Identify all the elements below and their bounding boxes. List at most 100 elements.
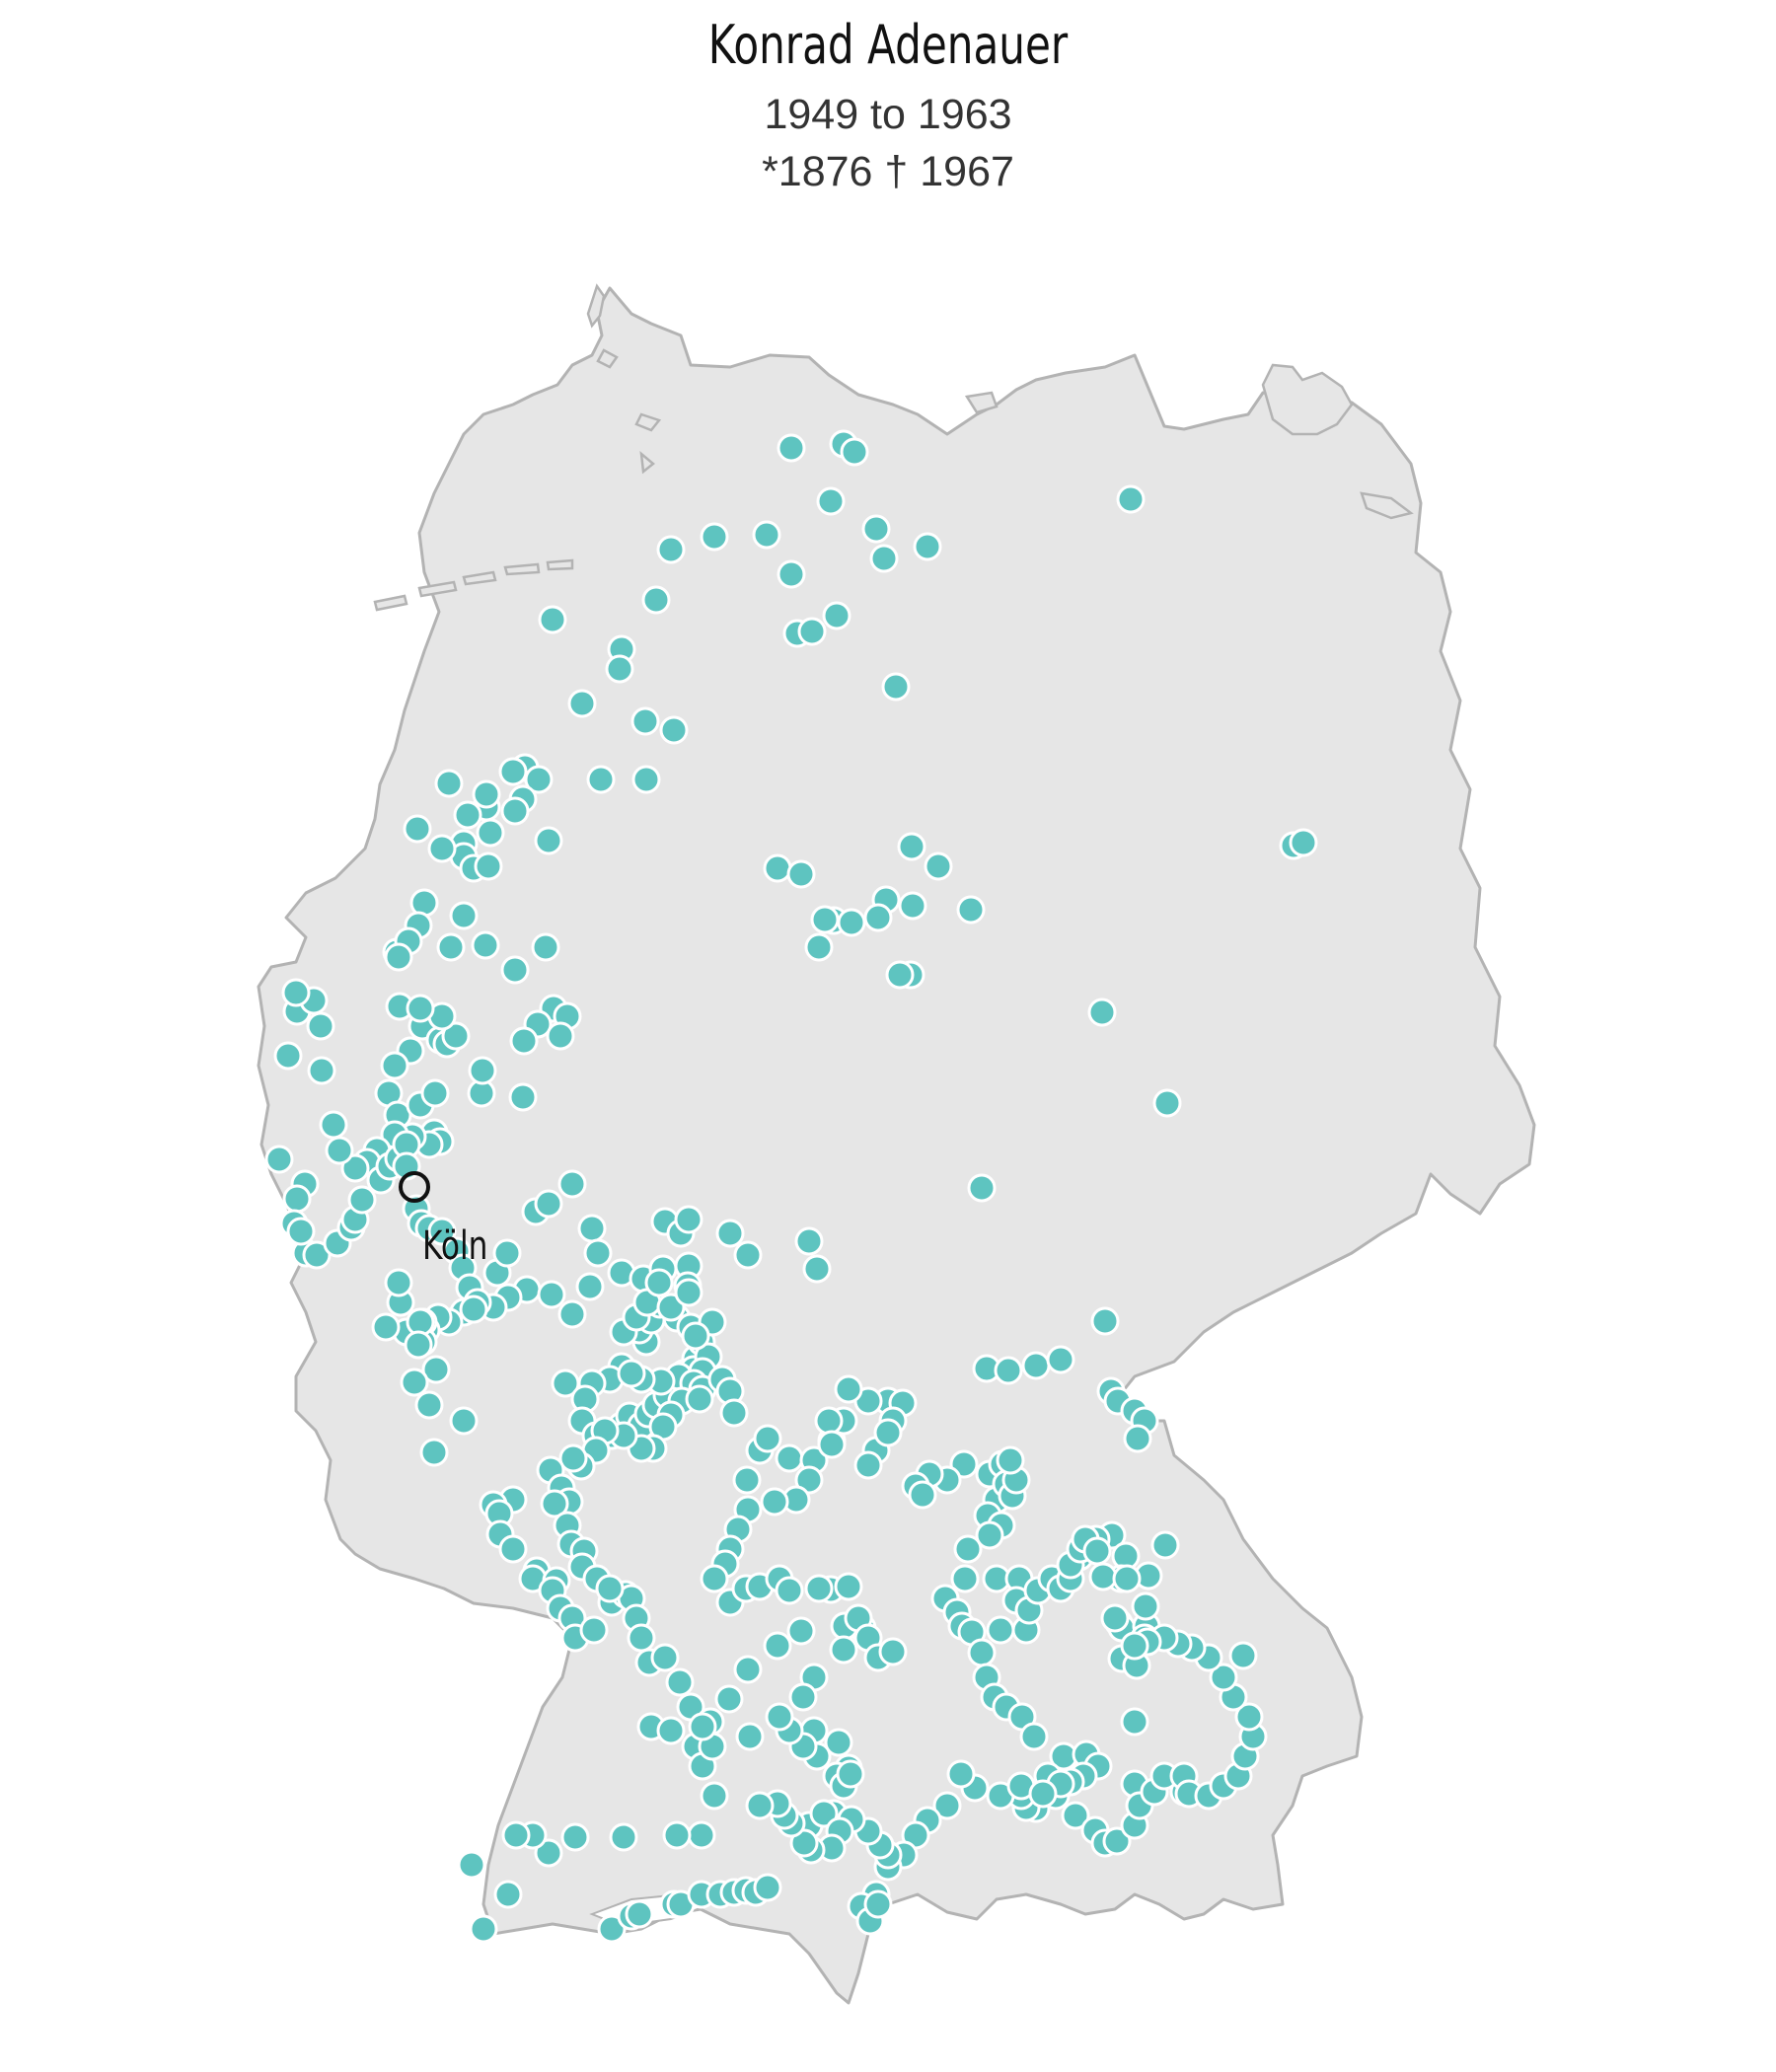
location-dot bbox=[474, 851, 503, 881]
location-dot bbox=[551, 1369, 580, 1398]
location-dot bbox=[286, 1217, 316, 1246]
location-dot bbox=[816, 486, 846, 516]
location-dot bbox=[436, 932, 466, 962]
location-dot bbox=[700, 522, 729, 552]
location-dot bbox=[1116, 484, 1146, 514]
location-dot bbox=[840, 437, 869, 467]
location-dot bbox=[881, 672, 911, 702]
location-dot bbox=[908, 1480, 937, 1510]
location-dot bbox=[1289, 828, 1318, 857]
location-dot bbox=[685, 1384, 714, 1414]
location-dot bbox=[1100, 1603, 1130, 1633]
location-dot bbox=[715, 1219, 745, 1248]
location-dot bbox=[1088, 1562, 1118, 1591]
location-dot bbox=[809, 1799, 839, 1828]
location-dot bbox=[775, 1576, 804, 1605]
location-dot bbox=[1209, 1663, 1238, 1692]
location-dot bbox=[824, 1728, 853, 1757]
location-dot bbox=[885, 960, 915, 990]
location-dot bbox=[804, 1574, 834, 1603]
location-dot bbox=[609, 1822, 638, 1852]
location-dot bbox=[777, 433, 806, 463]
location-dot bbox=[509, 1026, 539, 1056]
location-dot bbox=[498, 1534, 528, 1564]
location-dot bbox=[1120, 1707, 1149, 1737]
location-dot bbox=[579, 1615, 609, 1645]
location-dot bbox=[1150, 1530, 1180, 1560]
highlight-city: Köln bbox=[399, 1171, 487, 1269]
location-dot bbox=[714, 1684, 744, 1714]
location-dot bbox=[662, 1820, 692, 1850]
location-dot bbox=[476, 818, 505, 848]
ruegen-island bbox=[1261, 363, 1354, 436]
location-dot bbox=[913, 532, 942, 561]
term-years: 1949 to 1963 bbox=[764, 91, 1012, 138]
location-dot bbox=[681, 1321, 710, 1351]
location-dot bbox=[498, 757, 528, 786]
location-dot bbox=[863, 1889, 893, 1919]
location-dot bbox=[567, 689, 597, 718]
fehmarn-island bbox=[964, 391, 999, 414]
location-dot bbox=[540, 1489, 569, 1518]
location-dot bbox=[956, 895, 986, 925]
location-dot bbox=[950, 1564, 980, 1593]
location-dot bbox=[786, 1616, 816, 1646]
location-dot bbox=[644, 1268, 674, 1297]
koeln-marker bbox=[399, 1171, 430, 1203]
location-dot bbox=[986, 1615, 1015, 1645]
location-dot bbox=[403, 814, 432, 844]
location-dot bbox=[735, 1722, 765, 1751]
location-dot bbox=[733, 1240, 763, 1270]
location-dot bbox=[538, 605, 567, 634]
location-dot bbox=[810, 905, 840, 934]
location-dot bbox=[861, 514, 891, 544]
location-dot bbox=[459, 1295, 488, 1324]
location-dot bbox=[449, 1406, 479, 1436]
location-dot bbox=[786, 859, 816, 889]
location-dot bbox=[719, 1398, 749, 1428]
location-dot bbox=[406, 994, 435, 1023]
location-dot bbox=[1131, 1591, 1160, 1621]
location-dot bbox=[627, 1623, 656, 1653]
location-dot bbox=[560, 1822, 590, 1852]
location-dot bbox=[384, 1268, 413, 1297]
location-dot bbox=[1090, 1306, 1120, 1336]
location-dot bbox=[641, 585, 671, 615]
location-dot bbox=[469, 1914, 498, 1944]
location-dot bbox=[837, 908, 866, 937]
location-dot bbox=[687, 1820, 716, 1850]
location-dot bbox=[472, 779, 501, 809]
location-dot bbox=[733, 1655, 763, 1684]
lifespan: *1876 † 1967 bbox=[762, 148, 1014, 195]
location-dot bbox=[814, 1406, 844, 1436]
location-dot bbox=[946, 1759, 976, 1789]
location-dot bbox=[665, 1667, 695, 1697]
location-dot bbox=[575, 1272, 605, 1301]
location-dot bbox=[745, 1791, 775, 1820]
location-dot bbox=[898, 891, 927, 921]
location-dot bbox=[586, 765, 616, 794]
location-dot bbox=[534, 1838, 563, 1868]
location-dot bbox=[404, 1330, 433, 1360]
location-dot bbox=[853, 1450, 883, 1480]
location-dot bbox=[420, 1078, 450, 1108]
location-dot bbox=[558, 1443, 588, 1473]
location-dot bbox=[546, 1021, 575, 1051]
location-dot bbox=[508, 1082, 538, 1112]
location-dot bbox=[659, 715, 689, 745]
location-dot bbox=[1152, 1088, 1182, 1118]
location-dot bbox=[534, 826, 563, 855]
location-dot bbox=[449, 901, 479, 930]
location-dot bbox=[434, 769, 464, 798]
location-dot bbox=[804, 932, 834, 962]
location-dot bbox=[441, 1021, 471, 1051]
location-dot bbox=[281, 978, 311, 1007]
location-dot bbox=[924, 851, 953, 881]
location-dot bbox=[625, 1899, 654, 1929]
location-dot bbox=[996, 1445, 1025, 1475]
east-frisian-islands bbox=[373, 558, 574, 612]
location-dot bbox=[557, 1299, 587, 1329]
location-dot bbox=[656, 535, 686, 564]
location-dot bbox=[753, 1873, 782, 1902]
location-dot bbox=[797, 617, 827, 646]
